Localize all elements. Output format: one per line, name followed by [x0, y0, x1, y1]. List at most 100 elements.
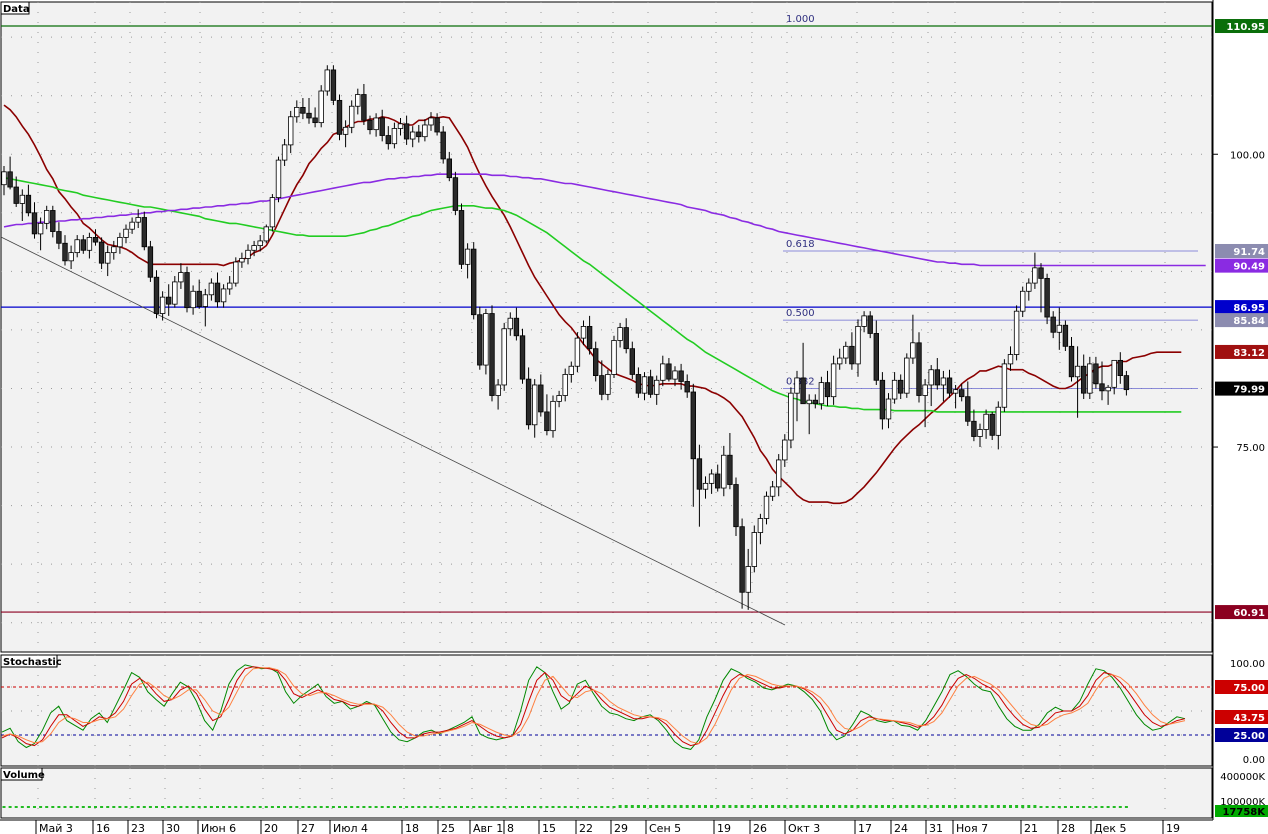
candle-body: [830, 363, 837, 398]
volume-bar: [521, 806, 524, 808]
candle-body: [56, 231, 62, 244]
volume-bar: [313, 806, 317, 808]
volume-bar: [752, 805, 756, 808]
y-tick-label: 100.00: [1230, 150, 1265, 161]
volume-bar: [789, 805, 793, 808]
stochastic-series: [1, 664, 1186, 750]
candle-body: [605, 374, 611, 395]
candle-body: [50, 210, 56, 232]
candle-body: [525, 378, 532, 426]
price-badge-box: [1215, 243, 1268, 258]
volume-bar: [691, 805, 695, 808]
candles: [1, 65, 1130, 610]
candle-body: [904, 357, 910, 394]
candle-body: [220, 288, 227, 303]
candle-body: [226, 282, 233, 290]
candle-body: [19, 194, 25, 204]
volume-bar: [490, 806, 494, 808]
volume-bar: [844, 805, 848, 808]
volume-bar: [569, 806, 573, 808]
volume-bar: [716, 805, 720, 808]
volume-bar: [679, 805, 683, 808]
volume-bar: [319, 806, 323, 808]
candle-body: [727, 454, 733, 485]
candle-body: [458, 210, 465, 265]
candle-body: [1013, 310, 1020, 355]
candle-body: [300, 107, 306, 114]
volume-bar: [893, 805, 897, 808]
candle-body: [757, 518, 764, 533]
volume-bar: [850, 805, 854, 808]
volume-bar: [374, 806, 378, 808]
stochastic-panel-title: Stochastic: [3, 657, 62, 668]
x-tick-label: 16: [96, 822, 110, 834]
volume-bar: [75, 806, 79, 808]
volume-bar: [551, 806, 555, 808]
moving-average-line: [3, 173, 1206, 267]
volume-bar: [813, 805, 817, 808]
candle-body: [776, 459, 782, 488]
candle-body: [74, 239, 80, 254]
right-price-scale[interactable]: 100.00 75.00 110.95 86.95 60.91 91.74 90.49 85.…: [1212, 0, 1268, 834]
candle-body: [959, 389, 965, 398]
candle-body: [1026, 282, 1032, 292]
candle-body: [214, 282, 221, 303]
volume-bar: [472, 806, 476, 808]
fib-label: 0.382: [786, 377, 815, 388]
volume-bar: [1118, 806, 1122, 808]
x-tick-label: 8: [507, 822, 514, 834]
stochastic-panel[interactable]: Stochastic: [0, 654, 1213, 767]
volume-bar: [405, 806, 409, 808]
candle-body: [513, 317, 520, 337]
candle-body: [190, 290, 196, 309]
x-tick-label: 25: [441, 822, 455, 834]
candle-body: [507, 317, 513, 330]
candle-body: [434, 117, 440, 133]
x-axis[interactable]: Май 3 16 23 30 Июн 6 20 27 Июл 4 18 25 Авг 1 8 15 22 2…: [0, 819, 1268, 834]
volume-bar: [331, 806, 335, 808]
volume-bar: [87, 806, 91, 808]
candle-body: [769, 486, 776, 497]
candle-body: [1062, 324, 1069, 347]
candle-body: [196, 290, 202, 307]
volume-bar: [765, 805, 768, 808]
volume-bar: [258, 806, 262, 808]
candle-body: [147, 246, 154, 278]
volume-bar: [45, 806, 49, 808]
volume-bar: [228, 806, 232, 808]
candle-body: [971, 420, 977, 437]
volume-bar: [478, 806, 482, 808]
volume-bar: [972, 805, 976, 808]
price-panel[interactable]: Data 1.000 0.618 0.500 0.382: [0, 1, 1213, 653]
volume-bar: [1100, 806, 1104, 808]
x-tick-label: 21: [1024, 822, 1038, 834]
candle-body: [92, 237, 99, 243]
volume-bar: [667, 805, 671, 808]
candle-body: [568, 365, 574, 375]
hline-badge-box: [1215, 300, 1268, 315]
volume-bar: [423, 806, 427, 808]
volume-bar: [618, 805, 622, 808]
candle-body: [800, 377, 806, 405]
volume-bar: [94, 806, 97, 808]
candle-body: [684, 381, 690, 393]
volume-bar: [295, 806, 299, 808]
candle-body: [885, 398, 892, 420]
candle-body: [324, 69, 330, 92]
candle-body: [416, 131, 422, 138]
volume-panel[interactable]: Volume: [0, 767, 1213, 819]
candle-body: [1099, 383, 1105, 392]
volume-bar: [1033, 805, 1037, 808]
volume-bar: [996, 805, 1000, 808]
candle-body: [593, 348, 599, 377]
volume-bar: [801, 805, 805, 808]
volume-bar: [216, 806, 219, 808]
volume-bar: [728, 805, 732, 808]
volume-bar: [51, 806, 55, 808]
volume-bar: [191, 806, 195, 808]
candle-body: [977, 429, 983, 437]
volume-badge-box: [1215, 805, 1268, 817]
candle-body: [849, 345, 855, 365]
fib-label: 0.500: [786, 308, 815, 319]
